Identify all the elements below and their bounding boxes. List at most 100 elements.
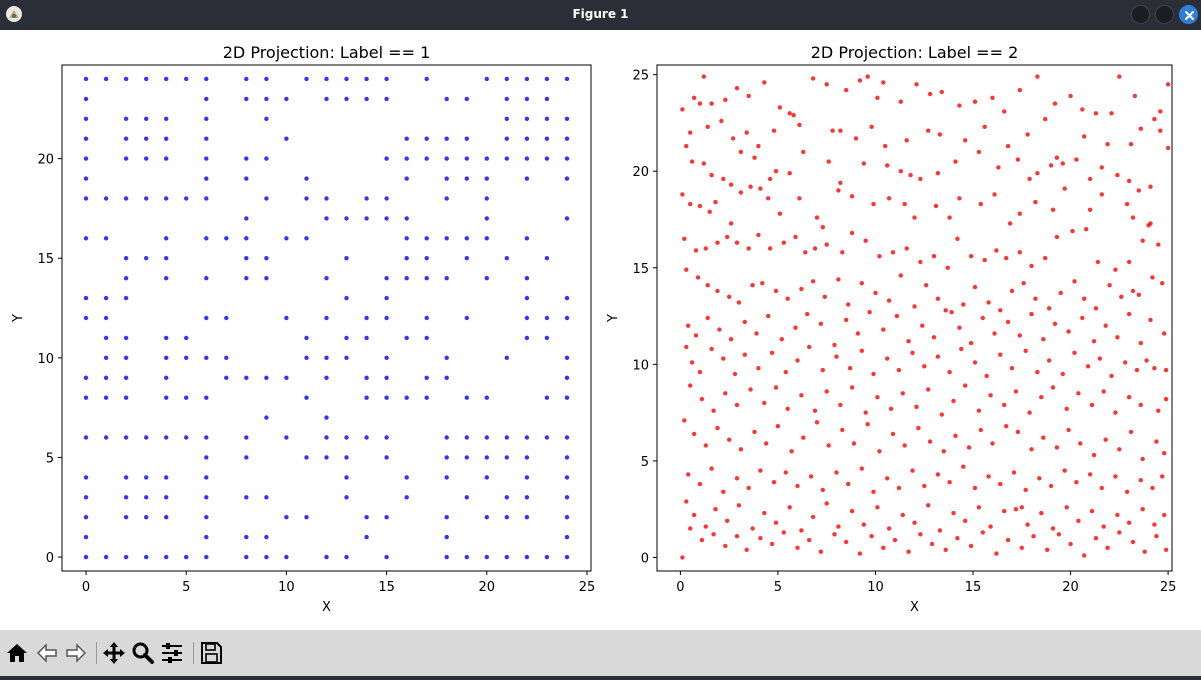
data-point: [875, 395, 880, 400]
data-point: [838, 402, 843, 408]
data-point: [812, 246, 818, 251]
data-point: [1002, 109, 1007, 114]
data-point: [947, 215, 952, 220]
data-point: [524, 295, 530, 301]
data-point: [994, 551, 999, 556]
data-point: [752, 155, 757, 160]
y-axis-label: Y: [11, 314, 26, 323]
data-point: [524, 435, 530, 440]
data-point: [284, 236, 289, 241]
home-button[interactable]: [4, 640, 30, 666]
data-point: [779, 337, 784, 342]
data-point: [344, 475, 349, 480]
data-point: [1138, 126, 1144, 131]
data-point: [824, 501, 829, 506]
data-point: [1099, 485, 1105, 491]
data-point: [244, 96, 249, 102]
data-point: [204, 554, 209, 560]
data-point: [1152, 366, 1157, 371]
data-point: [693, 248, 699, 253]
data-point: [1105, 142, 1110, 147]
data-point: [444, 156, 449, 161]
data-point: [826, 159, 831, 164]
data-point: [951, 510, 956, 516]
zoom-button[interactable]: [130, 640, 156, 666]
data-point: [721, 176, 726, 182]
data-point: [1054, 234, 1060, 240]
data-point: [976, 149, 982, 155]
y-tick-label: 0: [46, 551, 54, 566]
data-point: [886, 196, 892, 201]
data-point: [464, 455, 469, 460]
data-point: [781, 240, 786, 245]
data-point: [164, 475, 169, 480]
data-point: [544, 156, 550, 161]
data-point: [1138, 340, 1144, 346]
forward-icon: [66, 643, 87, 663]
data-point: [810, 76, 816, 81]
data-point: [1054, 445, 1060, 450]
configure-subplots-button[interactable]: [159, 640, 185, 666]
pan-button[interactable]: [101, 640, 127, 666]
data-point: [931, 254, 937, 259]
data-point: [564, 515, 570, 520]
data-point: [164, 515, 169, 520]
data-point: [762, 80, 767, 85]
data-point: [734, 534, 740, 539]
data-point: [83, 435, 89, 440]
data-point: [902, 443, 907, 448]
data-point: [264, 534, 269, 540]
data-point: [805, 311, 810, 317]
close-button[interactable]: [1179, 5, 1198, 24]
data-point: [1134, 367, 1140, 373]
minimize-button[interactable]: [1131, 5, 1150, 24]
x-tick-label: 20: [479, 580, 496, 595]
data-point: [344, 495, 349, 500]
data-point: [857, 551, 863, 556]
data-point: [711, 532, 716, 537]
data-point: [264, 76, 269, 82]
forward-button[interactable]: [63, 640, 89, 666]
data-point: [204, 156, 209, 161]
data-point: [885, 476, 890, 481]
back-button[interactable]: [34, 640, 60, 666]
data-point: [830, 128, 835, 133]
data-point: [1041, 435, 1046, 440]
data-point: [544, 136, 550, 141]
data-point: [767, 176, 773, 182]
data-point: [709, 466, 714, 471]
data-point: [734, 476, 740, 481]
data-point: [1017, 333, 1022, 338]
data-point: [890, 250, 896, 255]
data-point: [836, 524, 841, 529]
data-point: [922, 483, 927, 489]
data-point: [344, 256, 349, 261]
data-point: [959, 346, 964, 352]
data-point: [564, 315, 570, 321]
data-point: [769, 350, 775, 355]
data-point: [926, 503, 931, 508]
data-point: [939, 89, 944, 95]
data-point: [524, 136, 530, 141]
data-point: [1140, 238, 1145, 243]
data-point: [484, 554, 489, 560]
data-point: [773, 520, 779, 525]
data-point: [980, 530, 985, 535]
data-point: [484, 176, 489, 181]
maximize-button[interactable]: [1155, 5, 1174, 24]
data-point: [1054, 155, 1060, 160]
data-point: [801, 435, 806, 440]
data-point: [961, 464, 966, 469]
data-point: [83, 196, 89, 201]
data-point: [1117, 447, 1122, 452]
data-point: [861, 522, 866, 527]
data-point: [738, 447, 744, 452]
data-point: [1126, 520, 1132, 525]
figure-canvas[interactable]: 2D Projection: Label == 1 X Y 0 5 10 15 20 25…: [0, 30, 1201, 630]
data-point: [1162, 512, 1167, 518]
data-point: [103, 335, 109, 341]
save-button[interactable]: [198, 640, 224, 666]
data-point: [1109, 373, 1114, 379]
data-point: [484, 475, 489, 480]
data-point: [123, 136, 129, 141]
